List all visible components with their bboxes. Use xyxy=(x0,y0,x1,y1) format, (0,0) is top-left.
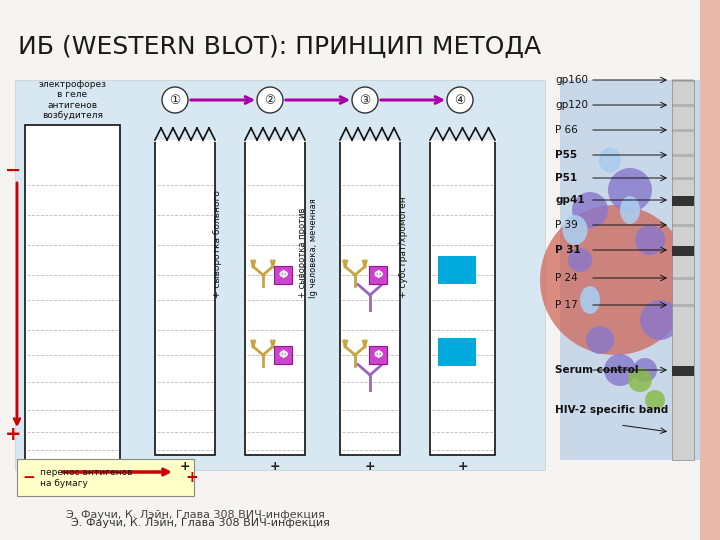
Bar xyxy=(369,266,387,284)
Bar xyxy=(155,140,215,455)
Bar xyxy=(672,246,694,256)
Text: +: + xyxy=(5,426,22,444)
Text: ②: ② xyxy=(264,93,276,106)
Text: +: + xyxy=(457,461,468,474)
Bar xyxy=(672,277,694,280)
Bar xyxy=(672,369,694,372)
Text: P55: P55 xyxy=(555,150,577,160)
Bar xyxy=(672,199,694,202)
Bar xyxy=(672,104,694,107)
Circle shape xyxy=(640,300,680,340)
Bar xyxy=(672,129,694,132)
Bar xyxy=(15,80,545,470)
Bar xyxy=(438,338,476,366)
Ellipse shape xyxy=(580,286,600,314)
Text: −: − xyxy=(22,470,35,485)
Circle shape xyxy=(645,390,665,410)
Text: Φ: Φ xyxy=(279,350,288,360)
Circle shape xyxy=(635,225,665,255)
Bar xyxy=(700,0,720,540)
Text: Serum control: Serum control xyxy=(555,365,639,375)
Bar xyxy=(25,125,120,460)
Circle shape xyxy=(540,205,690,355)
Circle shape xyxy=(586,326,614,354)
Circle shape xyxy=(352,87,378,113)
Bar xyxy=(672,249,694,252)
Bar xyxy=(274,266,292,284)
Text: ①: ① xyxy=(169,93,181,106)
Text: P 39: P 39 xyxy=(555,220,577,230)
Bar xyxy=(274,346,292,364)
Circle shape xyxy=(628,368,652,392)
Circle shape xyxy=(568,248,592,272)
Text: +: + xyxy=(185,470,198,485)
Text: ③: ③ xyxy=(359,93,371,106)
Circle shape xyxy=(604,354,636,386)
Text: Э. Фаучи, К. Лэйн, Глава 308 ВИЧ-инфекция: Э. Фаучи, К. Лэйн, Глава 308 ВИЧ-инфекци… xyxy=(71,518,330,528)
Bar xyxy=(340,140,400,455)
Bar xyxy=(438,256,476,284)
Circle shape xyxy=(162,87,188,113)
Bar xyxy=(560,80,700,460)
Text: +: + xyxy=(365,461,375,474)
Circle shape xyxy=(447,87,473,113)
Text: ИБ (WESTERN BLOT): ПРИНЦИП МЕТОДА: ИБ (WESTERN BLOT): ПРИНЦИП МЕТОДА xyxy=(18,35,541,59)
Text: P 24: P 24 xyxy=(555,273,577,283)
Text: Φ: Φ xyxy=(373,270,383,280)
Text: ④: ④ xyxy=(454,93,466,106)
Text: Э. Фаучи, К. Лэйн, Глава 308 ВИЧ-инфекция: Э. Фаучи, К. Лэйн, Глава 308 ВИЧ-инфекци… xyxy=(66,510,325,520)
Circle shape xyxy=(257,87,283,113)
Bar xyxy=(672,304,694,307)
Bar xyxy=(672,196,694,206)
Bar xyxy=(672,79,694,82)
Circle shape xyxy=(608,168,652,212)
Bar xyxy=(672,80,694,460)
Text: HIV-2 specific band: HIV-2 specific band xyxy=(555,405,668,415)
Text: P51: P51 xyxy=(555,173,577,183)
Text: gp160: gp160 xyxy=(555,75,588,85)
Bar xyxy=(672,224,694,227)
Text: + субстрат/хромоген: + субстрат/хромоген xyxy=(398,195,408,298)
Bar xyxy=(672,366,694,376)
Text: + сыворотка больного: + сыворотка больного xyxy=(214,190,222,298)
Text: P 66: P 66 xyxy=(555,125,577,135)
Bar xyxy=(245,140,305,455)
Bar xyxy=(672,177,694,180)
Text: Φ: Φ xyxy=(373,350,383,360)
Text: gp41: gp41 xyxy=(555,195,585,205)
Bar xyxy=(430,140,495,455)
Text: P 17: P 17 xyxy=(555,300,577,310)
Text: +: + xyxy=(270,461,280,474)
Bar xyxy=(369,346,387,364)
Text: P 31: P 31 xyxy=(555,245,581,255)
FancyBboxPatch shape xyxy=(17,459,194,496)
Ellipse shape xyxy=(620,196,640,224)
Ellipse shape xyxy=(562,215,588,245)
Circle shape xyxy=(633,358,657,382)
Text: + сыворотка против
Ig человека, меченная: + сыворотка против Ig человека, меченная xyxy=(298,198,318,298)
Text: gp120: gp120 xyxy=(555,100,588,110)
Circle shape xyxy=(572,192,608,228)
Text: −: − xyxy=(5,160,21,179)
Bar xyxy=(672,154,694,157)
Text: электрофорез
в геле
антигенов
возбудителя: электрофорез в геле антигенов возбудител… xyxy=(38,80,107,120)
Text: +: + xyxy=(180,461,190,474)
Text: Φ: Φ xyxy=(279,270,288,280)
Text: перенос антигенов
на бумагу: перенос антигенов на бумагу xyxy=(40,468,132,488)
Ellipse shape xyxy=(599,147,621,172)
